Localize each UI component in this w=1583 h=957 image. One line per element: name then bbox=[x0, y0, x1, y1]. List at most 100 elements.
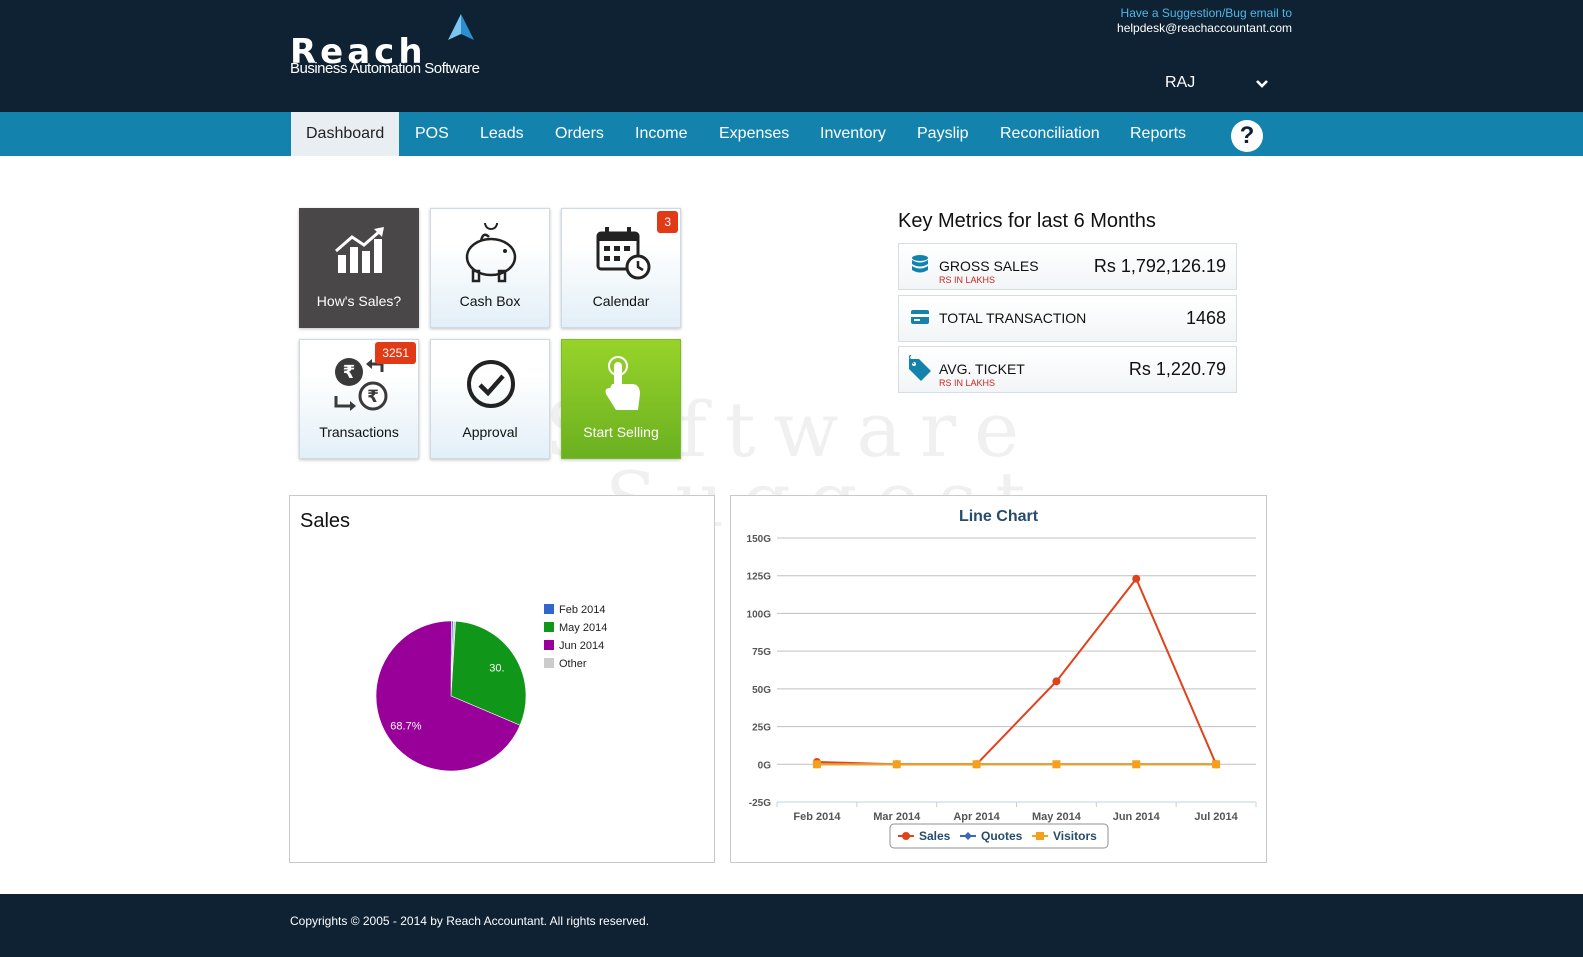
y-tick-label: 0G bbox=[758, 760, 772, 771]
svg-text:₹: ₹ bbox=[367, 387, 379, 407]
legend-label[interactable]: Visitors bbox=[1053, 829, 1097, 843]
data-point[interactable] bbox=[1052, 677, 1061, 686]
pie-slice[interactable] bbox=[450, 620, 527, 726]
x-tick-label: Jun 2014 bbox=[1113, 811, 1161, 823]
sales-panel-title: Sales bbox=[300, 510, 351, 532]
legend-swatch bbox=[544, 622, 554, 632]
x-tick-label: Mar 2014 bbox=[873, 811, 921, 823]
metric-value: Rs 1,220.79 bbox=[1128, 359, 1226, 379]
legend-label: May 2014 bbox=[559, 622, 607, 634]
pie-data-label: 68.7% bbox=[390, 721, 421, 733]
tile-label: Start Selling bbox=[583, 424, 659, 440]
nav-dashboard[interactable]: Dashboard bbox=[291, 112, 400, 156]
footer: Copyrights © 2005 - 2014 by Reach Accoun… bbox=[0, 894, 1583, 957]
line-chart-panel: Line Chart -25G 0G 25G 50G 75G 100G 125G 150G Fe… bbox=[730, 495, 1267, 863]
data-point[interactable] bbox=[1132, 574, 1141, 583]
metric-label: AVG. TICKET bbox=[939, 361, 1025, 377]
y-tick-label: 50G bbox=[752, 685, 771, 696]
sales-panel: Sales 30. 68.7% Feb 2014 May 2014 Jun 2014 Ot… bbox=[289, 495, 715, 863]
rupee-exchange-icon: ₹ ₹ bbox=[334, 358, 388, 411]
y-tick-label: -25G bbox=[749, 798, 771, 809]
pie-data-label: 30. bbox=[489, 663, 504, 675]
metric-sublabel: RS IN LAKHS bbox=[939, 378, 996, 388]
tile-label: Calendar bbox=[592, 293, 650, 309]
key-metrics-title: Key Metrics for last 6 Months bbox=[898, 210, 1156, 232]
metric-value: Rs 1,792,126.19 bbox=[1093, 256, 1226, 276]
transactions-badge: 3251 bbox=[375, 342, 416, 364]
y-tick-label: 125G bbox=[747, 572, 772, 583]
legend-marker bbox=[964, 832, 972, 840]
nav-leads[interactable]: Leads bbox=[480, 125, 524, 142]
x-tick-label: Apr 2014 bbox=[953, 811, 1000, 823]
database-icon bbox=[912, 255, 928, 273]
x-tick-label: May 2014 bbox=[1032, 811, 1082, 823]
card-icon bbox=[911, 310, 929, 324]
suggestion-email-link[interactable]: helpdesk@reachaccountant.com bbox=[1117, 21, 1292, 35]
help-icon[interactable]: ? bbox=[1231, 120, 1263, 152]
tile-hows-sales[interactable]: How's Sales? bbox=[299, 208, 419, 328]
bar-chart-icon bbox=[335, 227, 384, 273]
tile-cash-box[interactable]: Cash Box bbox=[430, 208, 550, 328]
hand-pointer-icon bbox=[605, 356, 640, 410]
data-point[interactable] bbox=[892, 760, 901, 769]
main-nav: Dashboard POS Leads Orders Income Expens… bbox=[0, 112, 1583, 156]
line-legend: Sales Quotes Visitors bbox=[889, 823, 1109, 849]
svg-text:₹: ₹ bbox=[343, 362, 356, 383]
nav-income[interactable]: Income bbox=[635, 125, 688, 142]
nav-orders[interactable]: Orders bbox=[555, 125, 604, 142]
reach-logo[interactable]: Reach Business Automation Software bbox=[290, 14, 490, 80]
logo-tagline: Business Automation Software bbox=[290, 60, 480, 77]
metric-avg-ticket: AVG. TICKET RS IN LAKHS Rs 1,220.79 bbox=[898, 346, 1237, 393]
nav-expenses[interactable]: Expenses bbox=[719, 125, 790, 142]
line-chart: -25G 0G 25G 50G 75G 100G 125G 150G Feb 2014 Mar 2… bbox=[747, 534, 1257, 849]
legend-label[interactable]: Sales bbox=[919, 829, 951, 843]
legend-swatch bbox=[544, 604, 554, 614]
tile-label: Cash Box bbox=[459, 293, 521, 309]
legend-label: Jun 2014 bbox=[559, 640, 604, 652]
tile-approval[interactable]: Approval bbox=[430, 339, 550, 459]
tile-label: How's Sales? bbox=[316, 293, 402, 309]
nav-payslip[interactable]: Payslip bbox=[917, 125, 969, 142]
legend-swatch bbox=[544, 640, 554, 650]
data-point[interactable] bbox=[1212, 760, 1221, 769]
logo-triangle-icon bbox=[448, 14, 474, 40]
suggestion-text: Have a Suggestion/Bug email to bbox=[1120, 6, 1292, 20]
line-chart-title: Line Chart bbox=[958, 508, 1039, 525]
copyright-text: Copyrights © 2005 - 2014 by Reach Accoun… bbox=[290, 914, 650, 928]
nav-reconciliation[interactable]: Reconciliation bbox=[1000, 125, 1100, 142]
tile-calendar[interactable]: Calendar 3 bbox=[561, 208, 681, 328]
suggestion-box: Have a Suggestion/Bug email to helpdesk@… bbox=[1117, 6, 1292, 36]
legend-box bbox=[889, 823, 1109, 849]
legend-marker bbox=[902, 832, 910, 840]
data-point[interactable] bbox=[1132, 760, 1141, 769]
y-tick-label: 100G bbox=[747, 609, 772, 620]
user-name[interactable]: RAJ bbox=[1165, 74, 1196, 91]
legend-label[interactable]: Quotes bbox=[981, 829, 1023, 843]
chevron-down-icon[interactable] bbox=[1254, 76, 1270, 92]
calendar-icon bbox=[596, 227, 651, 280]
data-point[interactable] bbox=[1052, 760, 1061, 769]
nav-reports[interactable]: Reports bbox=[1130, 125, 1187, 142]
legend-swatch bbox=[544, 658, 554, 668]
metric-value: 1468 bbox=[1185, 308, 1226, 328]
x-tick-label: Feb 2014 bbox=[793, 811, 841, 823]
logo-word: Reach bbox=[290, 32, 427, 72]
app-header: Reach Business Automation Software Have … bbox=[0, 0, 1583, 112]
series-line bbox=[816, 576, 1218, 766]
metric-label: TOTAL TRANSACTION bbox=[939, 310, 1087, 326]
metric-gross-sales: GROSS SALES RS IN LAKHS Rs 1,792,126.19 bbox=[898, 243, 1237, 290]
data-point[interactable] bbox=[812, 760, 821, 769]
data-point[interactable] bbox=[972, 760, 981, 769]
sales-pie-chart: 30. 68.7% Feb 2014 May 2014 Jun 2014 Other bbox=[375, 604, 607, 772]
nav-inventory[interactable]: Inventory bbox=[820, 125, 886, 142]
tile-start-selling[interactable]: Start Selling bbox=[561, 339, 681, 459]
legend-marker bbox=[1036, 832, 1044, 840]
price-tag-icon bbox=[908, 355, 931, 381]
piggy-bank-icon bbox=[465, 223, 517, 283]
tile-transactions[interactable]: ₹ ₹ Transactions 3251 bbox=[299, 339, 419, 459]
checkmark-icon bbox=[467, 360, 515, 408]
x-tick-label: Jul 2014 bbox=[1194, 811, 1238, 823]
nav-pos[interactable]: POS bbox=[415, 125, 449, 142]
pie-slice[interactable] bbox=[375, 620, 521, 772]
y-tick-label: 25G bbox=[752, 723, 771, 734]
